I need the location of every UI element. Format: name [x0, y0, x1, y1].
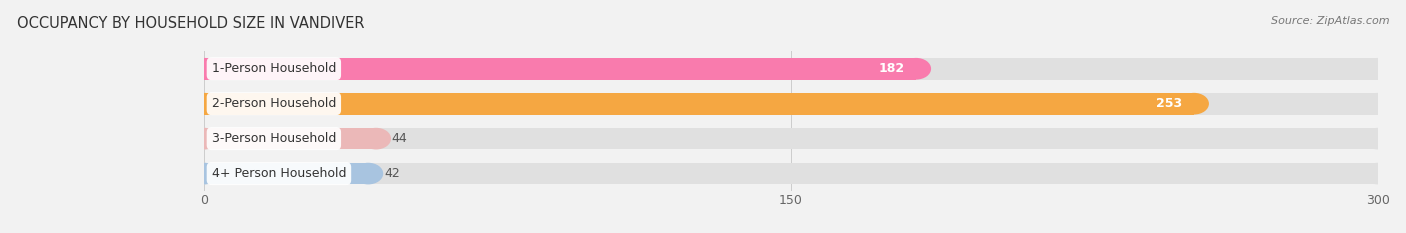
Text: OCCUPANCY BY HOUSEHOLD SIZE IN VANDIVER: OCCUPANCY BY HOUSEHOLD SIZE IN VANDIVER [17, 16, 364, 31]
Text: 182: 182 [879, 62, 904, 75]
Text: 253: 253 [1156, 97, 1182, 110]
Ellipse shape [1180, 93, 1209, 115]
Text: 1-Person Household: 1-Person Household [212, 62, 336, 75]
Ellipse shape [188, 93, 219, 115]
Text: 42: 42 [384, 167, 399, 180]
Bar [204, 58, 917, 80]
Ellipse shape [188, 163, 219, 185]
Text: Source: ZipAtlas.com: Source: ZipAtlas.com [1271, 16, 1389, 26]
Bar [204, 93, 1194, 115]
Ellipse shape [188, 58, 219, 80]
Ellipse shape [1362, 58, 1393, 80]
Bar [204, 128, 1378, 150]
Ellipse shape [353, 163, 384, 185]
Ellipse shape [188, 58, 219, 80]
Text: 4+ Person Household: 4+ Person Household [212, 167, 346, 180]
Bar [204, 163, 368, 185]
Bar [204, 93, 1378, 115]
Ellipse shape [1362, 128, 1393, 150]
Ellipse shape [188, 128, 219, 150]
Bar [204, 58, 1378, 80]
Ellipse shape [188, 163, 219, 185]
Ellipse shape [1362, 163, 1393, 185]
Text: 2-Person Household: 2-Person Household [212, 97, 336, 110]
Ellipse shape [1362, 93, 1393, 115]
Ellipse shape [901, 58, 931, 80]
Ellipse shape [361, 128, 391, 150]
Text: 3-Person Household: 3-Person Household [212, 132, 336, 145]
Text: 44: 44 [392, 132, 408, 145]
Bar [204, 163, 1378, 185]
Ellipse shape [188, 128, 219, 150]
Bar [204, 128, 375, 150]
Ellipse shape [188, 93, 219, 115]
